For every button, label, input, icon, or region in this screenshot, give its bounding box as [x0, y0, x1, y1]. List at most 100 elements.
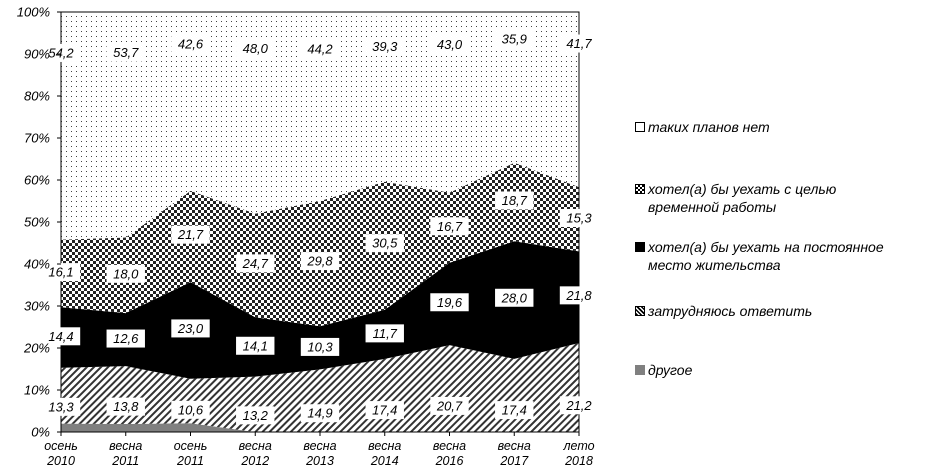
- area-series-4: [61, 12, 579, 240]
- data-label: 53,7: [113, 45, 139, 60]
- x-tick-label: осень: [44, 439, 78, 453]
- x-tick-label: 2011: [111, 454, 139, 468]
- x-tick-label: весна: [109, 439, 142, 453]
- y-tick-label: 60%: [24, 173, 50, 188]
- x-tick-label: 2010: [46, 454, 75, 468]
- data-label-bg: [300, 337, 340, 356]
- legend-label-line: хотел(а) бы уехать с целью: [648, 181, 837, 197]
- data-label: 21,7: [177, 227, 204, 242]
- legend-swatch: [635, 122, 645, 132]
- data-label-bg: [430, 35, 469, 54]
- data-label-bg: [365, 234, 404, 253]
- legend-label-line: затрудняюсь ответить: [648, 303, 813, 319]
- data-labels: 13,3 13,8 10,6 13,2 14,9 17,4 20,7 17,4 21,2 14,4…: [41, 30, 599, 425]
- x-tick-label: 2016: [435, 454, 464, 468]
- data-label: 13,3: [48, 399, 74, 414]
- data-label: 18,0: [113, 266, 139, 281]
- x-tick-label: 2017: [499, 454, 529, 468]
- data-label: 24,7: [242, 256, 269, 271]
- data-label-bg: [495, 191, 534, 210]
- legend-label-line: место жительства: [648, 257, 781, 273]
- legend-swatch: [635, 242, 645, 252]
- data-label: 14,4: [48, 329, 73, 344]
- data-label: 28,0: [501, 290, 528, 305]
- legend-label: хотел(а) бы уехать с целью временной рабо…: [648, 180, 938, 216]
- x-tick-label: 2018: [564, 454, 593, 468]
- y-tick-label: 0%: [31, 425, 50, 440]
- data-label-bg: [430, 293, 469, 312]
- data-label-bg: [41, 43, 81, 62]
- y-tick-label: 50%: [24, 215, 50, 230]
- data-label: 17,4: [372, 403, 397, 418]
- y-tick-label: 20%: [23, 341, 50, 356]
- legend-swatch: [635, 306, 645, 316]
- legend-label: затрудняюсь ответить: [648, 302, 938, 320]
- data-label: 14,1: [243, 338, 268, 353]
- data-label: 19,6: [437, 295, 463, 310]
- y-tick-label: 40%: [24, 257, 50, 272]
- data-label-bg: [171, 400, 210, 419]
- data-label: 35,9: [502, 32, 527, 47]
- data-label: 41,7: [566, 36, 592, 51]
- data-label: 10,3: [307, 339, 333, 354]
- data-label: 54,2: [48, 45, 74, 60]
- data-label: 44,2: [307, 41, 333, 56]
- data-label: 42,6: [178, 37, 204, 52]
- y-axis: 0% 10% 20% 30% 40% 50% 60% 70% 80% 90% 100%: [17, 5, 61, 440]
- data-label-bg: [41, 397, 81, 416]
- data-label-bg: [430, 396, 469, 415]
- area-series-3: [61, 162, 579, 327]
- data-label-bg: [559, 208, 599, 227]
- x-tick-label: 2011: [176, 454, 204, 468]
- y-tick-label: 100%: [17, 5, 50, 20]
- area-series-0: [61, 423, 579, 432]
- y-tick-label: 30%: [24, 299, 50, 314]
- data-label-bg: [41, 263, 81, 282]
- x-tick-label: 2013: [305, 454, 334, 468]
- data-label: 12,6: [113, 331, 139, 346]
- data-label: 13,2: [243, 408, 269, 423]
- legend-label: таких планов нет: [648, 118, 938, 136]
- data-label: 23,0: [177, 321, 204, 336]
- data-label: 16,7: [437, 219, 463, 234]
- data-label: 16,1: [48, 265, 73, 280]
- x-tick-label: весна: [368, 439, 401, 453]
- data-label-bg: [171, 225, 210, 244]
- data-label-bg: [430, 217, 469, 236]
- legend-label-line: другое: [648, 362, 693, 378]
- data-label: 13,8: [113, 399, 139, 414]
- y-tick-label: 10%: [24, 383, 50, 398]
- data-label-bg: [495, 288, 534, 307]
- data-label: 21,2: [565, 398, 592, 413]
- data-label-bg: [236, 39, 275, 58]
- area-layers: [61, 12, 579, 432]
- data-label: 21,8: [565, 288, 592, 303]
- data-label-bg: [236, 406, 275, 425]
- data-label: 18,7: [502, 193, 528, 208]
- legend-label-line: временной работы: [648, 199, 777, 215]
- data-label-bg: [41, 327, 81, 346]
- data-label: 15,3: [566, 210, 592, 225]
- data-label: 10,6: [178, 402, 204, 417]
- data-label: 39,3: [372, 39, 398, 54]
- legend-item: затрудняюсь ответить: [635, 302, 938, 320]
- data-label-bg: [171, 319, 210, 338]
- legend-swatch: [635, 365, 645, 375]
- data-label-bg: [365, 324, 404, 343]
- legend-label-line: хотел(а) бы уехать на постоянное: [648, 239, 884, 255]
- data-label: 43,0: [437, 37, 463, 52]
- data-label: 29,8: [306, 254, 333, 269]
- legend-label: другое: [648, 361, 938, 379]
- x-tick-label: весна: [239, 439, 272, 453]
- x-tick-label: 2012: [240, 454, 269, 468]
- data-label-bg: [171, 35, 210, 54]
- data-label-bg: [365, 401, 404, 420]
- legend-item: хотел(а) бы уехать с целью временной рабо…: [635, 180, 938, 216]
- data-label-bg: [106, 43, 145, 62]
- legend-label-line: таких планов нет: [648, 119, 770, 135]
- data-label-bg: [559, 34, 599, 53]
- x-tick-label: 2014: [370, 454, 399, 468]
- legend: таких планов нет хотел(а) бы уехать с цел…: [635, 0, 940, 474]
- data-label: 48,0: [243, 41, 269, 56]
- data-label-bg: [495, 30, 534, 49]
